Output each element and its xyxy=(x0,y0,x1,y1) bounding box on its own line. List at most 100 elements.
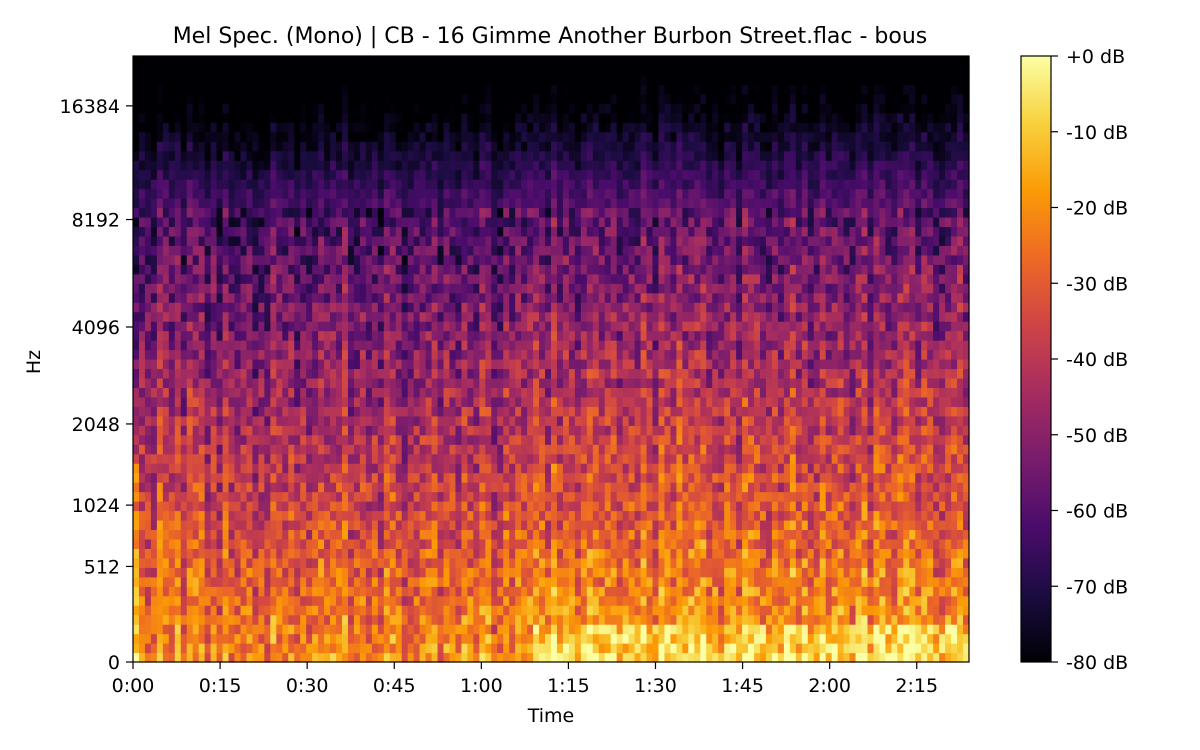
heatmap-cell xyxy=(539,235,546,246)
heatmap-cell xyxy=(330,141,337,152)
heatmap-cell xyxy=(133,387,140,398)
heatmap-cell xyxy=(306,74,313,86)
heatmap-cell xyxy=(377,557,385,568)
heatmap-cell xyxy=(407,103,415,114)
heatmap-cell xyxy=(562,643,570,654)
heatmap-cell xyxy=(527,548,534,559)
heatmap-cell xyxy=(455,330,463,341)
heatmap-cell xyxy=(419,406,427,417)
heatmap-cell xyxy=(252,103,259,114)
heatmap-cell xyxy=(180,501,188,512)
heatmap-cell xyxy=(551,84,558,95)
heatmap-cell xyxy=(168,131,176,142)
heatmap-cell xyxy=(342,321,349,332)
heatmap-cell xyxy=(371,652,379,663)
heatmap-cell xyxy=(515,273,522,284)
heatmap-cell xyxy=(276,444,283,455)
heatmap-cell xyxy=(449,453,457,464)
heatmap-cell xyxy=(168,292,176,303)
heatmap-cell xyxy=(353,614,361,625)
heatmap-cell xyxy=(377,519,385,531)
heatmap-cell xyxy=(252,245,259,256)
heatmap-cell xyxy=(383,548,391,559)
heatmap-cell xyxy=(186,529,194,540)
heatmap-cell xyxy=(437,586,445,597)
heatmap-cell xyxy=(389,387,397,398)
heatmap-cell xyxy=(509,482,516,493)
heatmap-cell xyxy=(592,605,600,616)
heatmap-cell xyxy=(252,538,259,549)
heatmap-cell xyxy=(306,377,313,389)
heatmap-cell xyxy=(216,254,224,265)
heatmap-cell xyxy=(174,377,182,389)
heatmap-cell xyxy=(186,254,194,265)
heatmap-cell xyxy=(150,491,158,502)
heatmap-cell xyxy=(455,463,463,474)
heatmap-cell xyxy=(407,463,415,474)
heatmap-cell xyxy=(162,340,170,351)
heatmap-cell xyxy=(144,254,152,265)
heatmap-cell xyxy=(413,340,421,351)
heatmap-cell xyxy=(568,349,576,360)
heatmap-cell xyxy=(413,425,421,436)
heatmap-cell xyxy=(306,463,313,474)
heatmap-cell xyxy=(443,122,451,133)
heatmap-cell xyxy=(264,273,271,284)
heatmap-cell xyxy=(204,245,212,256)
heatmap-cell xyxy=(180,122,188,133)
heatmap-cell xyxy=(425,188,433,199)
heatmap-cell xyxy=(312,643,319,654)
heatmap-cell xyxy=(294,160,301,171)
heatmap-cell xyxy=(503,150,510,161)
heatmap-cell xyxy=(144,131,152,142)
heatmap-cell xyxy=(168,207,176,218)
heatmap-cell xyxy=(138,254,146,265)
heatmap-cell xyxy=(186,93,194,104)
heatmap-cell xyxy=(210,226,218,237)
heatmap-cell xyxy=(330,425,337,436)
heatmap-cell xyxy=(133,311,140,322)
heatmap-cell xyxy=(150,557,158,568)
heatmap-cell xyxy=(580,141,588,152)
heatmap-cell xyxy=(491,557,498,568)
heatmap-cell xyxy=(270,406,277,417)
heatmap-cell xyxy=(533,652,540,663)
heatmap-cell xyxy=(485,122,492,133)
heatmap-cell xyxy=(276,292,283,303)
heatmap-cell xyxy=(318,283,325,294)
heatmap-cell xyxy=(359,93,367,104)
heatmap-cell xyxy=(377,576,385,587)
heatmap-cell xyxy=(592,160,600,171)
heatmap-cell xyxy=(533,501,540,512)
heatmap-cell xyxy=(580,557,588,568)
heatmap-cell xyxy=(222,501,230,512)
heatmap-cell xyxy=(264,510,271,521)
heatmap-cell xyxy=(503,387,510,398)
heatmap-cell xyxy=(401,359,409,370)
heatmap-cell xyxy=(574,254,582,265)
heatmap-cell xyxy=(133,453,140,464)
heatmap-cell xyxy=(282,292,289,303)
heatmap-cell xyxy=(342,377,349,389)
heatmap-cell xyxy=(162,557,170,568)
heatmap-cell xyxy=(294,472,301,483)
heatmap-cell xyxy=(353,160,361,171)
heatmap-cell xyxy=(210,482,218,493)
heatmap-cell xyxy=(401,415,409,426)
heatmap-cell xyxy=(467,264,474,275)
heatmap-cell xyxy=(342,463,349,474)
heatmap-cell xyxy=(527,463,534,474)
heatmap-cell xyxy=(276,56,283,67)
heatmap-cell xyxy=(276,131,283,142)
heatmap-cell xyxy=(592,179,600,190)
heatmap-cell xyxy=(449,160,457,171)
heatmap-cell xyxy=(252,207,259,218)
heatmap-cell xyxy=(419,396,427,407)
heatmap-cell xyxy=(246,510,254,521)
heatmap-cell xyxy=(359,491,367,502)
heatmap-cell xyxy=(192,273,200,284)
heatmap-cell xyxy=(586,377,594,389)
heatmap-cell xyxy=(455,198,463,209)
heatmap-cell xyxy=(551,340,558,351)
heatmap-cell xyxy=(252,434,259,445)
